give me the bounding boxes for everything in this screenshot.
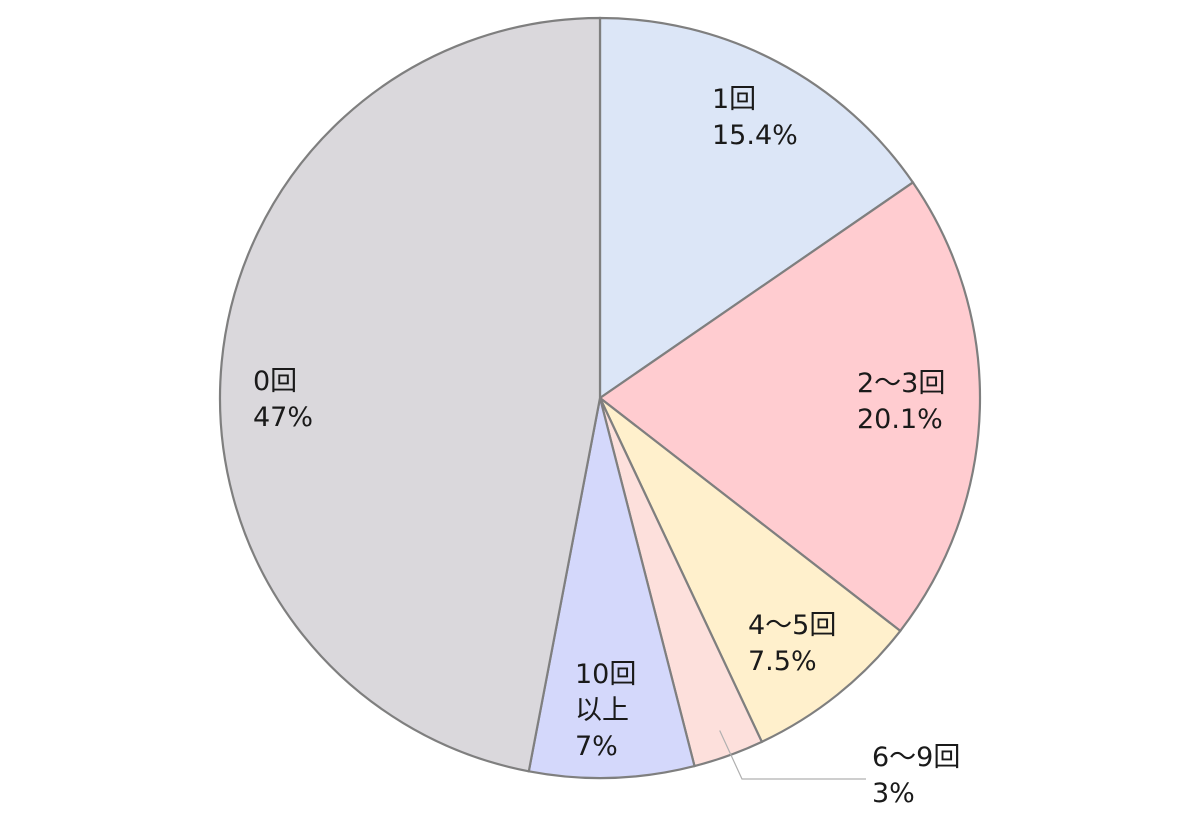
slice-value-4: 3% [872, 778, 915, 809]
slice-label-2: 2～3回 20.1% [857, 368, 945, 435]
slice-label-5: 10回以上 7% [575, 659, 636, 762]
slice-category-1: 1回 [712, 84, 756, 115]
slice-label-3: 4～5回 7.5% [748, 610, 836, 677]
slice-label-6: 0回 47% [253, 366, 313, 433]
pie-slice-5 [527, 397, 696, 780]
slice-category-6: 0回 [253, 366, 297, 397]
slice-category-3: 4～5回 [748, 610, 836, 641]
slice-label-1: 1回 15.4% [712, 84, 798, 151]
leader-line-slice-4 [719, 730, 866, 780]
pie-slice-2 [598, 180, 982, 633]
slice-category-4: 6～9回 [872, 742, 960, 773]
slice-value-6: 47% [253, 402, 313, 433]
pie-slice-6 [218, 16, 602, 773]
pie-slice-1 [598, 16, 915, 401]
slices-layer [218, 16, 982, 780]
pie-slice-3 [599, 397, 902, 744]
slice-category-5: 以上 [575, 695, 629, 726]
slice-value-5: 7% [575, 731, 618, 762]
slice-value-1: 15.4% [712, 120, 798, 151]
slice-category-5: 10回 [575, 659, 636, 690]
leader-lines-layer [719, 730, 866, 780]
slice-label-4: 6～9回 3% [872, 742, 960, 809]
slice-value-3: 7.5% [748, 646, 817, 677]
slice-value-2: 20.1% [857, 404, 943, 435]
slice-category-2: 2～3回 [857, 368, 945, 399]
labels-layer: 1回 15.4%2～3回 20.1%4～5回 7.5%6～9回 3%10回以上 7%0回 4… [253, 84, 960, 809]
